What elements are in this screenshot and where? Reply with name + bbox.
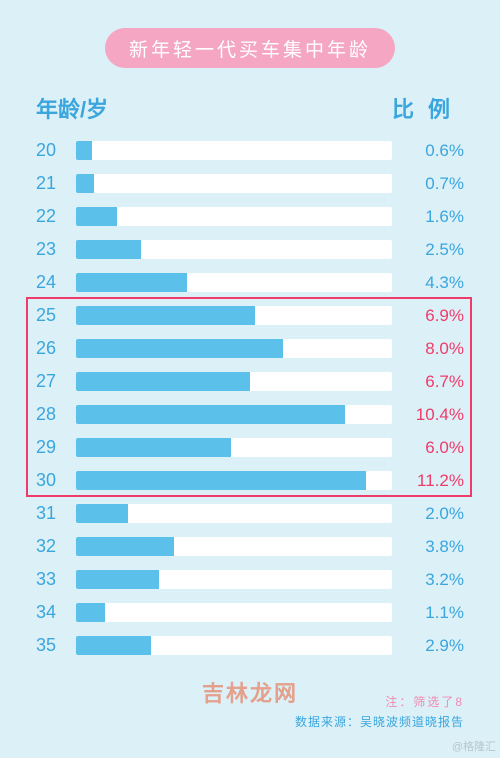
percent-label: 3.2%	[402, 570, 464, 590]
chart-title-pill: 新年轻一代买车集中年龄	[105, 28, 395, 68]
watermark-center: 吉林龙网	[202, 676, 298, 708]
bar-chart: 20 0.6% 21 0.7% 22 1.6% 23 2.5% 24 4.3% 25 6.9% 26 8.…	[36, 134, 464, 662]
bar-row: 31 2.0%	[36, 497, 464, 530]
age-label: 35	[36, 635, 70, 656]
bar-fill	[76, 504, 128, 523]
bar-row: 20 0.6%	[36, 134, 464, 167]
bar-fill	[76, 405, 345, 424]
bar-row: 30 11.2%	[36, 464, 464, 497]
footer: 注：筛选了8 数据来源：吴晓波频道晓报告	[295, 692, 464, 732]
bar-track	[76, 405, 392, 424]
bar-fill	[76, 603, 105, 622]
percent-label: 8.0%	[402, 339, 464, 359]
bar-row: 34 1.1%	[36, 596, 464, 629]
bar-fill	[76, 207, 117, 226]
bar-row: 23 2.5%	[36, 233, 464, 266]
age-label: 27	[36, 371, 70, 392]
footer-note: 注：筛选了8	[295, 692, 464, 712]
bar-fill	[76, 438, 231, 457]
bar-track	[76, 570, 392, 589]
bar-row: 28 10.4%	[36, 398, 464, 431]
bar-track	[76, 537, 392, 556]
percent-label: 10.4%	[402, 405, 464, 425]
bar-track	[76, 339, 392, 358]
percent-label: 6.9%	[402, 306, 464, 326]
age-label: 33	[36, 569, 70, 590]
age-label: 34	[36, 602, 70, 623]
bar-fill	[76, 471, 366, 490]
bar-row: 26 8.0%	[36, 332, 464, 365]
bar-track	[76, 240, 392, 259]
percent-label: 0.6%	[402, 141, 464, 161]
bar-fill	[76, 273, 187, 292]
percent-label: 2.5%	[402, 240, 464, 260]
bar-row: 25 6.9%	[36, 299, 464, 332]
age-label: 26	[36, 338, 70, 359]
bar-fill	[76, 240, 141, 259]
bar-row: 27 6.7%	[36, 365, 464, 398]
age-label: 24	[36, 272, 70, 293]
percent-label: 2.0%	[402, 504, 464, 524]
bar-row: 35 2.9%	[36, 629, 464, 662]
age-label: 22	[36, 206, 70, 227]
bar-fill	[76, 537, 174, 556]
percent-label: 1.6%	[402, 207, 464, 227]
age-label: 28	[36, 404, 70, 425]
bar-track	[76, 603, 392, 622]
percent-label: 11.2%	[402, 471, 464, 491]
percent-label: 6.7%	[402, 372, 464, 392]
bar-track	[76, 372, 392, 391]
percent-label: 6.0%	[402, 438, 464, 458]
age-label: 21	[36, 173, 70, 194]
bar-track	[76, 504, 392, 523]
bar-row: 24 4.3%	[36, 266, 464, 299]
header-age: 年龄/岁	[36, 92, 108, 124]
age-label: 25	[36, 305, 70, 326]
age-label: 20	[36, 140, 70, 161]
percent-label: 1.1%	[402, 603, 464, 623]
chart-title-text: 新年轻一代买车集中年龄	[129, 35, 371, 62]
bar-fill	[76, 174, 94, 193]
bar-fill	[76, 339, 283, 358]
bar-row: 33 3.2%	[36, 563, 464, 596]
bar-row: 29 6.0%	[36, 431, 464, 464]
age-label: 23	[36, 239, 70, 260]
bar-fill	[76, 306, 255, 325]
age-label: 30	[36, 470, 70, 491]
bar-track	[76, 306, 392, 325]
bar-track	[76, 273, 392, 292]
header-row: 年龄/岁 比例	[36, 92, 464, 124]
bar-fill	[76, 570, 159, 589]
age-label: 31	[36, 503, 70, 524]
bar-fill	[76, 141, 92, 160]
bar-track	[76, 174, 392, 193]
header-ratio: 比例	[392, 92, 464, 124]
percent-label: 0.7%	[402, 174, 464, 194]
bar-track	[76, 636, 392, 655]
watermark-bottom-right: @格隆汇	[452, 738, 496, 754]
bar-track	[76, 471, 392, 490]
bar-row: 21 0.7%	[36, 167, 464, 200]
percent-label: 3.8%	[402, 537, 464, 557]
bar-track	[76, 438, 392, 457]
footer-source: 数据来源：吴晓波频道晓报告	[295, 712, 464, 732]
percent-label: 4.3%	[402, 273, 464, 293]
bar-fill	[76, 636, 151, 655]
bar-row: 22 1.6%	[36, 200, 464, 233]
age-label: 29	[36, 437, 70, 458]
percent-label: 2.9%	[402, 636, 464, 656]
age-label: 32	[36, 536, 70, 557]
bar-track	[76, 141, 392, 160]
bar-fill	[76, 372, 250, 391]
bar-track	[76, 207, 392, 226]
bar-row: 32 3.8%	[36, 530, 464, 563]
